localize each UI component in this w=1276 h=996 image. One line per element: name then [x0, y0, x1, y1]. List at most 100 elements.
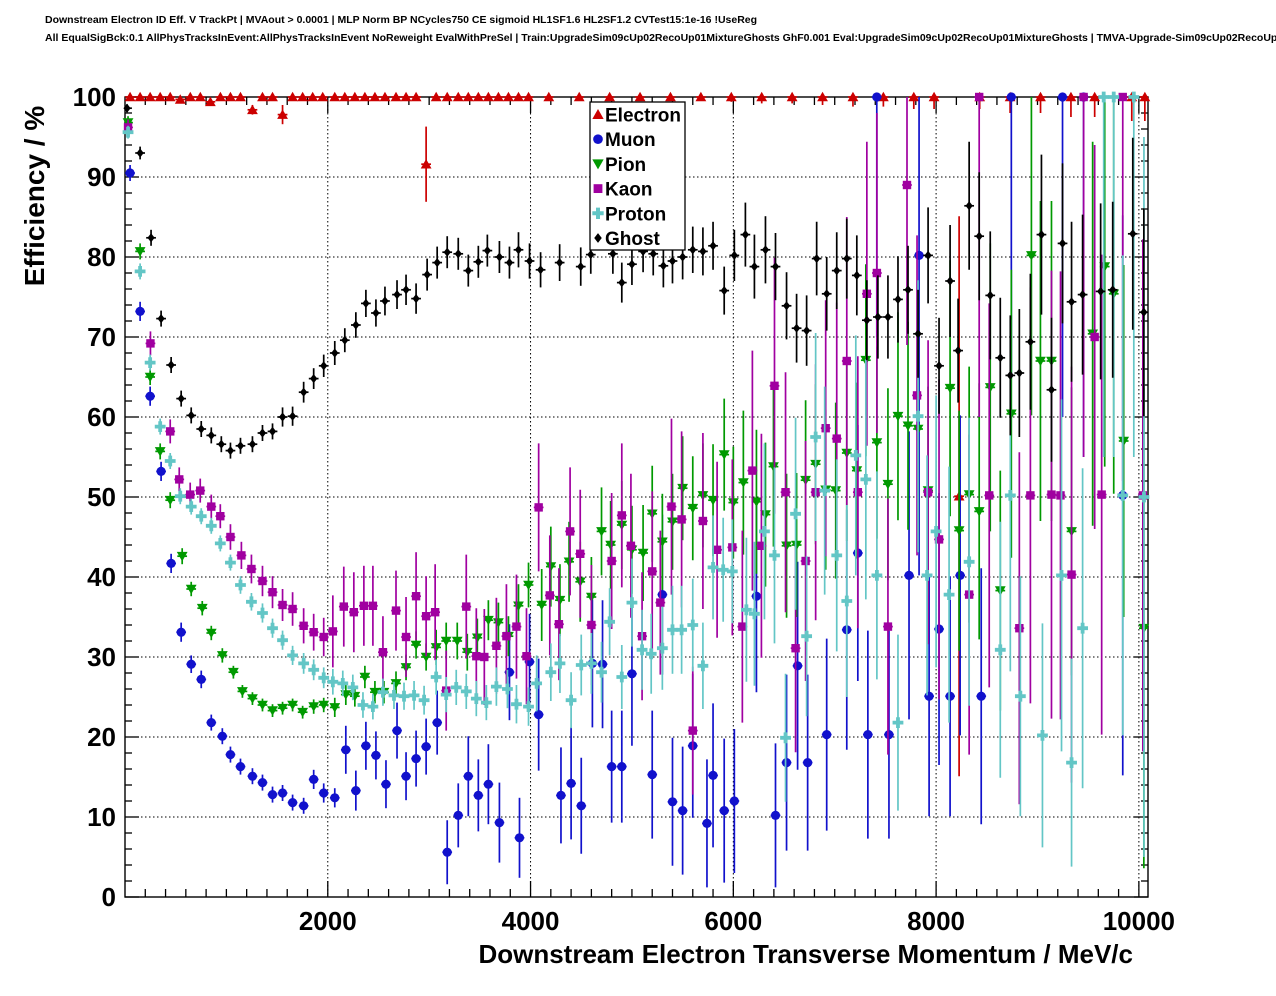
data-point	[729, 796, 739, 806]
data-point	[378, 648, 388, 657]
data-point	[503, 91, 514, 102]
data-point	[278, 412, 287, 422]
legend-label-pion: Pion	[605, 155, 646, 176]
data-point	[1015, 368, 1023, 378]
data-point	[216, 512, 225, 521]
data-point	[1129, 229, 1137, 239]
data-point	[575, 659, 587, 671]
data-point	[833, 266, 841, 276]
data-point	[914, 250, 924, 260]
x-axis-title: Downstream Electron Transverse Momentum …	[478, 939, 1133, 969]
data-point	[863, 730, 873, 740]
data-point	[299, 621, 308, 630]
data-point	[433, 258, 441, 268]
data-point	[687, 619, 699, 631]
data-point	[687, 503, 699, 514]
data-point	[377, 686, 389, 698]
data-point	[207, 430, 215, 440]
data-point	[267, 91, 278, 102]
data-point	[297, 91, 309, 102]
data-point	[955, 570, 965, 581]
y-tick-label: 60	[87, 402, 116, 432]
legend-label-muon: Muon	[605, 130, 656, 151]
data-point	[718, 450, 730, 460]
data-point	[277, 109, 288, 119]
data-point	[217, 731, 227, 741]
data-point	[604, 616, 616, 628]
data-point	[928, 91, 940, 102]
data-point	[482, 615, 494, 626]
data-point	[157, 314, 165, 324]
data-point	[585, 658, 597, 669]
data-point	[205, 520, 217, 532]
data-point	[166, 558, 176, 569]
data-point	[545, 666, 557, 678]
data-point	[647, 770, 657, 780]
data-point	[174, 94, 186, 104]
data-point	[770, 810, 781, 821]
data-point	[216, 651, 228, 661]
data-point	[454, 249, 462, 259]
data-point	[667, 797, 678, 807]
data-point	[609, 249, 617, 259]
data-point	[144, 91, 156, 102]
data-point	[843, 254, 851, 264]
y-tick-label: 20	[87, 722, 116, 752]
data-point	[986, 290, 994, 300]
data-point	[786, 91, 798, 102]
data-point	[792, 323, 801, 333]
data-point	[359, 601, 369, 610]
data-point	[771, 262, 780, 272]
y-tick-label: 80	[87, 242, 116, 272]
legend-entry-pion: Pion	[592, 155, 646, 176]
data-point	[267, 622, 278, 634]
data-point	[1140, 307, 1148, 317]
data-point	[741, 604, 752, 616]
data-point	[803, 758, 813, 768]
data-point	[667, 502, 676, 511]
data-point	[480, 697, 492, 708]
data-point	[185, 490, 195, 499]
data-point	[247, 104, 258, 115]
legend-label-electron: Electron	[605, 106, 681, 127]
series-proton	[122, 91, 1150, 867]
data-point	[702, 818, 712, 829]
data-point	[341, 745, 351, 755]
data-point	[1006, 370, 1014, 380]
data-point	[287, 650, 298, 661]
data-point	[357, 699, 369, 711]
data-point	[470, 693, 482, 704]
data-point	[565, 694, 577, 706]
data-point	[656, 598, 665, 607]
data-point	[442, 847, 452, 857]
x-tick-label: 2000	[299, 906, 357, 936]
data-point	[1139, 91, 1151, 102]
data-point	[299, 801, 309, 811]
data-point	[205, 628, 217, 639]
data-point	[725, 91, 737, 102]
data-point	[756, 91, 768, 102]
data-point	[707, 495, 719, 506]
data-point	[577, 262, 585, 272]
data-point	[761, 245, 770, 255]
data-point	[390, 679, 402, 689]
plot-title-line1: Downstream Electron ID Eff. V TrackPt | …	[45, 14, 758, 26]
data-point	[410, 640, 422, 651]
data-point	[463, 771, 473, 781]
data-point	[659, 261, 667, 271]
data-point	[1058, 238, 1067, 248]
data-point	[318, 700, 330, 711]
data-point	[770, 381, 779, 390]
data-point	[697, 660, 709, 672]
data-point	[309, 628, 318, 637]
data-point	[392, 726, 402, 736]
data-point	[708, 770, 718, 781]
data-point	[769, 550, 780, 561]
data-point	[720, 286, 728, 296]
data-point	[822, 730, 832, 740]
data-point	[554, 658, 566, 669]
data-point	[648, 567, 657, 576]
data-point	[236, 441, 245, 451]
data-point	[185, 584, 197, 595]
data-point	[167, 360, 175, 370]
